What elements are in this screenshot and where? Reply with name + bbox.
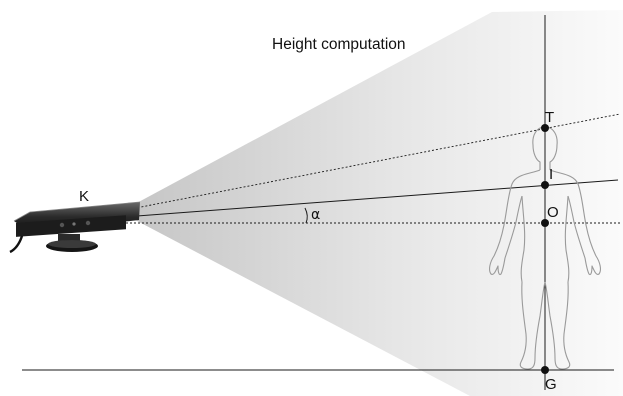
top-ray-line bbox=[109, 113, 621, 214]
kinect-sensor-icon bbox=[9, 201, 141, 254]
label-intersection-i: I bbox=[549, 166, 553, 183]
label-origin-o: O bbox=[547, 204, 559, 221]
diagram-title: Height computation bbox=[272, 36, 406, 53]
field-of-view-cone bbox=[120, 10, 623, 396]
label-sensor-k: K bbox=[79, 188, 89, 205]
label-ground-g: G bbox=[545, 376, 557, 393]
alpha-angle-arc bbox=[304, 207, 308, 224]
point-top bbox=[541, 124, 549, 132]
point-origin bbox=[541, 219, 549, 227]
point-intersection bbox=[541, 181, 549, 189]
label-angle-alpha: α bbox=[311, 207, 320, 223]
tilted-axis-line bbox=[109, 179, 619, 219]
label-top-t: T bbox=[545, 109, 554, 126]
point-ground bbox=[541, 366, 549, 374]
human-figure-icon bbox=[489, 126, 601, 370]
